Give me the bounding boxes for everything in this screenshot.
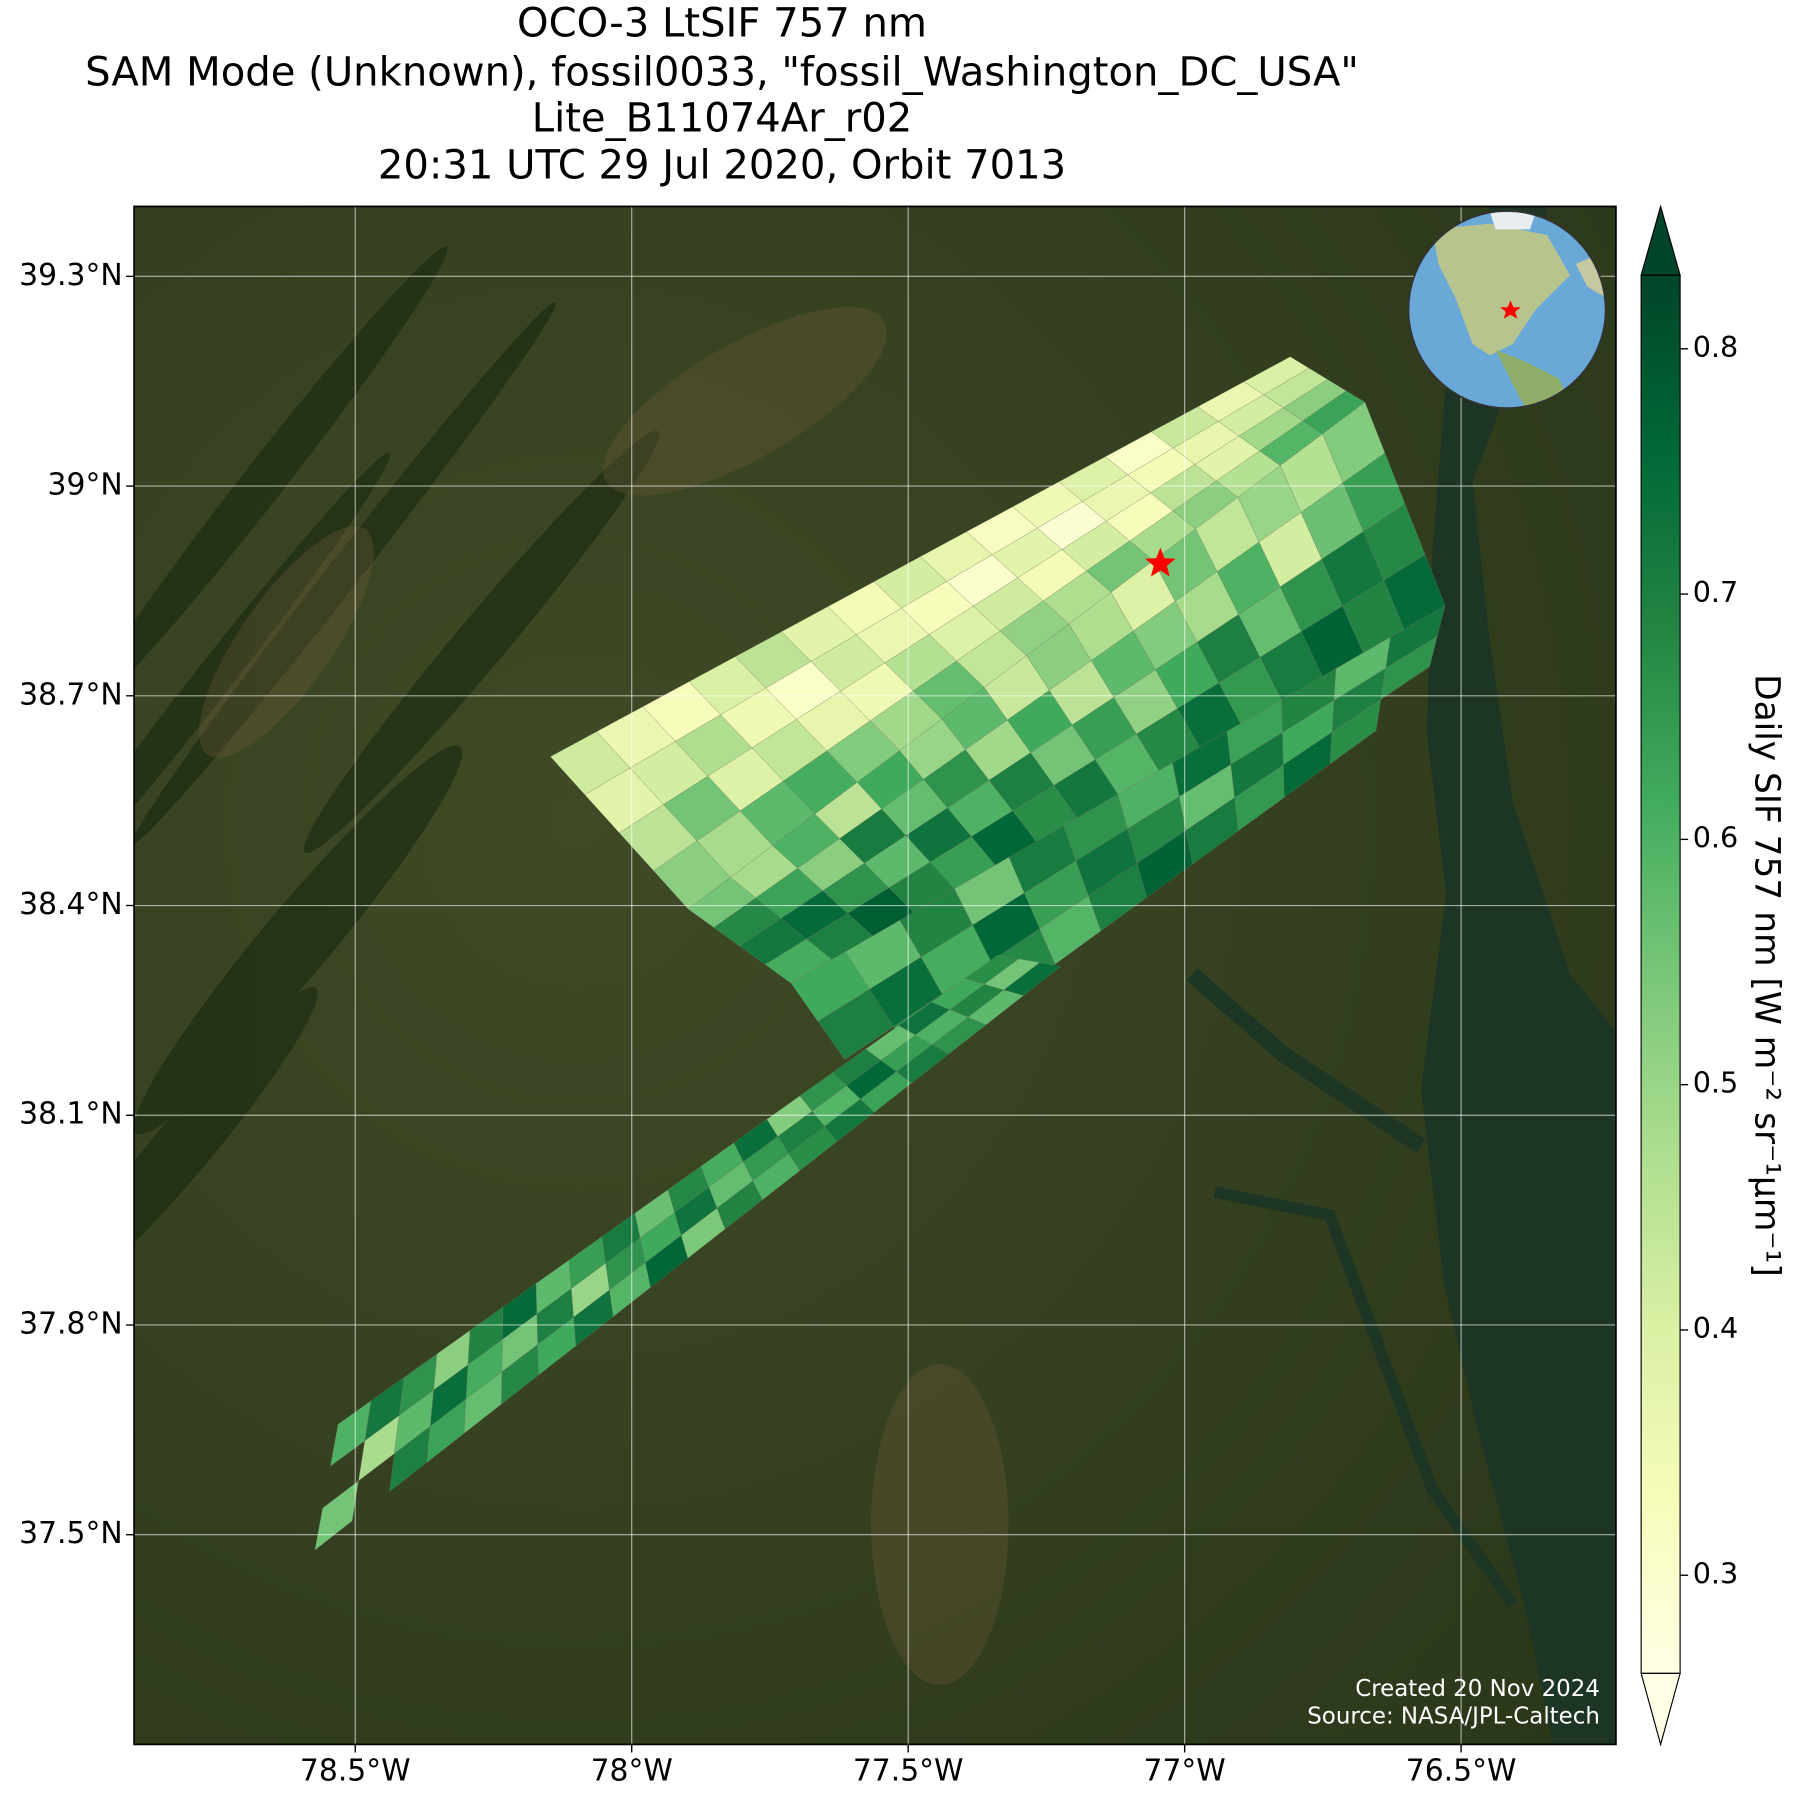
y-tick-label: 37.5°N <box>19 1516 122 1551</box>
colorbar-frame <box>1640 274 1681 1674</box>
y-tick-label: 38.7°N <box>19 677 122 712</box>
sif-cell <box>1329 698 1382 765</box>
x-tick-label: 78°W <box>591 1753 673 1788</box>
y-tick-label: 39°N <box>48 468 123 503</box>
bay <box>1421 206 1616 1745</box>
river <box>1213 1186 1518 1608</box>
product: Lite_B11074Ar_r02 <box>532 95 913 141</box>
x-tick-label: 78.5°W <box>300 1753 411 1788</box>
colorbar-tick-label: 0.8 <box>1693 330 1739 364</box>
colorbar-tick-label: 0.6 <box>1693 820 1739 854</box>
colorbar-extend <box>1640 1672 1681 1747</box>
x-tick-label: 77°W <box>1144 1753 1226 1788</box>
title: OCO-3 LtSIF 757 nm <box>517 0 927 46</box>
sif-cell <box>1003 962 1062 996</box>
x-tick-label: 77.5°W <box>853 1753 964 1788</box>
colorbar-body <box>1641 275 1681 1674</box>
globe-star <box>1500 300 1521 319</box>
colorbar-label: Daily SIF 757 nm [W m⁻² sr⁻¹μm⁻¹] <box>1746 674 1786 1277</box>
colorbar-tick-label: 0.3 <box>1693 1556 1739 1590</box>
sif-cell <box>1380 635 1438 700</box>
credit: Created 20 Nov 2024 <box>1355 1676 1600 1702</box>
y-tick-label: 38.4°N <box>19 887 122 922</box>
overlay <box>1145 547 1176 577</box>
x-tick-label: 76.5°W <box>1406 1753 1517 1788</box>
colorbar-tick-label: 0.4 <box>1693 1311 1739 1345</box>
y-tick-label: 38.1°N <box>19 1097 122 1132</box>
valleys <box>199 306 1009 1685</box>
credit: Source: NASA/JPL-Caltech <box>1307 1703 1600 1729</box>
subtitle: SAM Mode (Unknown), fossil0033, "fossil_… <box>85 50 1359 96</box>
target-star <box>1145 547 1176 577</box>
time: 20:31 UTC 29 Jul 2020, Orbit 7013 <box>378 142 1066 188</box>
swaths <box>314 356 1446 1551</box>
sif-cell <box>314 1480 359 1551</box>
colorbar: 0.3 0.4 0.5 0.6 0.7 0.8 <box>1640 204 1739 1747</box>
axes-frame <box>133 205 1617 1746</box>
colorbar-extend <box>1640 204 1681 276</box>
y-tick-label: 37.8°N <box>19 1306 122 1341</box>
colorbar-tick-label: 0.7 <box>1693 575 1739 609</box>
y-tick-label: 39.3°N <box>19 258 122 293</box>
grid: 78.5°W 78°W 77.5°W 77°W 76.5°W 37.5°N 37.8°N 38… <box>19 206 1616 1788</box>
colorbar-tick-label: 0.5 <box>1693 1066 1739 1100</box>
ridges <box>134 246 660 1306</box>
